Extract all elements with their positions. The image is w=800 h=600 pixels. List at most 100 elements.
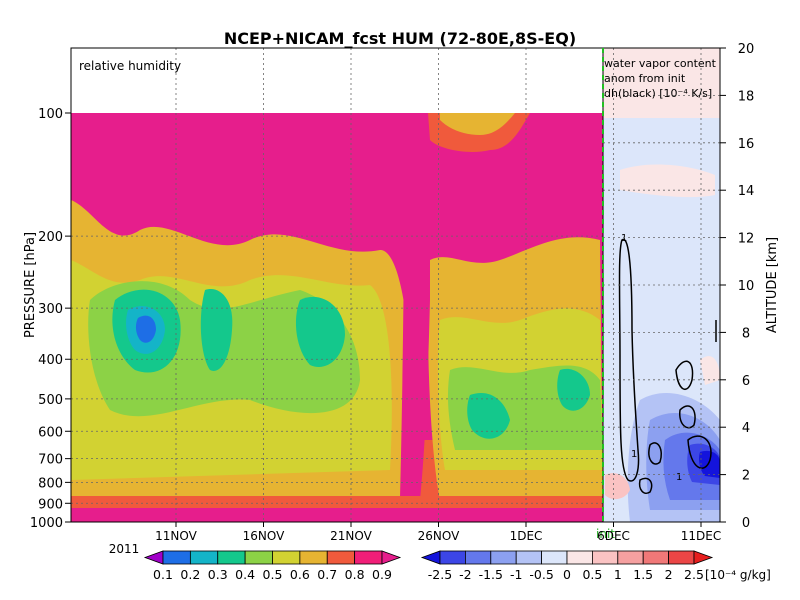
colorbar-label: -0.5 [529,567,553,582]
heating-contours [618,238,717,494]
colorbar-label: 0.3 [208,567,228,582]
colorbar-swatch [693,550,714,565]
colorbar-label: 2.5 [684,567,704,582]
colorbar-label: -2.5 [428,567,452,582]
colorbar-swatch [244,550,273,565]
anom-positive-mid [700,356,720,385]
rh-region-teal-2 [295,296,345,367]
pressure-ticks: 100 200 300 400 500 600 700 800 900 1000 [30,107,71,531]
altitude-ticks: 0 2 4 6 8 10 12 14 16 18 20 [720,42,754,531]
altitude-tick-label: 6 [742,374,750,389]
pressure-tick-label: 100 [38,107,63,122]
colorbar-swatch [299,550,328,565]
anom-positive-upper [620,164,715,198]
pressure-tick-label: 200 [38,230,63,245]
y-axis-label-left: PRESSURE [hPa] [23,232,38,338]
x-tick-label: 21NOV [330,529,372,543]
rh-region-blue-1 [135,315,156,343]
rh-region-upper-dry-2 [440,113,515,135]
colorbar-swatch [420,550,441,565]
anom-colorbar: -2.5 -2 -1.5 -1 -0.5 0 0.5 1 1.5 2 2.5 [420,550,714,582]
x-tick-label: 26NOV [418,529,460,543]
altitude-tick-label: 16 [738,137,755,152]
colorbar-label: 1 [614,567,622,582]
rh-colorbar: 0.1 0.2 0.3 0.4 0.5 0.6 0.7 0.8 0.9 [143,550,402,582]
pressure-tick-label: 600 [38,425,63,440]
rh-region-wet-column [400,113,430,500]
colorbar-swatch [642,550,670,565]
colorbar-swatch [217,550,246,565]
colorbar-swatch [326,550,356,565]
colorbar-swatch [189,550,219,565]
colorbar-swatch [490,550,517,565]
colorbar-label: 0.9 [372,567,392,582]
colorbar-label: 0.1 [153,567,173,582]
x-year-label: 2011 [109,542,140,556]
colorbar-swatch [592,550,619,565]
altitude-tick-label: 2 [742,469,750,484]
rh-region-green-2 [200,289,233,371]
rh-region-teal-3 [467,392,510,439]
colorbar-swatch [354,550,383,565]
colorbar-swatch [272,550,301,565]
altitude-tick-label: 14 [738,184,755,199]
colorbar-swatch [439,550,466,565]
x-tick-label: 6DEC [597,529,630,543]
pressure-tick-label: 700 [38,453,63,468]
right-label-line-1: water vapor content [604,57,717,70]
colorbar-label: 0.5 [263,567,283,582]
pressure-tick-label: 900 [38,497,63,512]
altitude-tick-label: 12 [738,232,755,247]
colorbar-swatch [162,550,191,565]
colorbar-label: 1.5 [633,567,653,582]
altitude-tick-label: 8 [742,326,750,341]
altitude-tick-label: 4 [742,421,750,436]
colorbar-label: 0 [563,567,571,582]
pressure-tick-label: 300 [38,302,63,317]
colorbar-label: 2 [665,567,673,582]
left-panel-label: relative humidity [79,59,181,73]
colorbar-swatch [541,550,568,565]
contour-label-1: 1 [621,233,627,244]
chart-title: NCEP+NICAM_fcst HUM (72-80E,8S-EQ) [224,29,576,48]
pressure-tick-label: 1000 [30,516,63,531]
contour-label-2: 1 [631,449,637,460]
x-tick-label: 16NOV [243,529,285,543]
altitude-tick-label: 20 [738,42,755,57]
anom-negative-5 [699,450,720,478]
colorbar-swatch [515,550,543,565]
altitude-tick-label: 0 [742,516,750,531]
contour-label-3: 1 [676,472,682,483]
left-grid [71,48,603,522]
right-label-line-2: anom from init [604,72,686,85]
colorbar-label: 0.5 [582,567,602,582]
colorbar-swatch [617,550,644,565]
colorbar-label: -2 [459,567,471,582]
colorbar-swatch [566,550,593,565]
colorbar-swatch [381,550,402,565]
colorbar-label: 0.4 [235,567,255,582]
rh-region-teal-4 [557,368,590,411]
pressure-tick-label: 500 [38,393,63,408]
contour-labels: 1 1 1 [621,233,682,483]
colorbar-label: -1 [510,567,522,582]
x-tick-label: 11DEC [681,529,721,543]
left-panel: relative humidity [70,47,604,523]
colorbar-label: 0.8 [345,567,365,582]
colorbar-swatch [668,550,695,565]
x-ticks: 11NOV 16NOV 21NOV 26NOV 1DEC 6DEC 11DEC [155,522,721,543]
colorbar-swatch [464,550,492,565]
init-label: init [596,527,615,541]
y-axis-label-right: ALTITUDE [km] [765,237,780,333]
altitude-tick-label: 18 [738,89,755,104]
x-tick-label: 11NOV [155,529,197,543]
x-tick-label: 1DEC [510,529,543,543]
colorbar-swatch [143,550,164,565]
right-label-line-3: dh(black) [10⁻⁴ K/s] [604,87,712,100]
colorbar-label: 0.2 [180,567,200,582]
anom-positive-low [605,473,630,500]
colorbar-label: -1.5 [479,567,503,582]
colorbar-label: 0.6 [290,567,310,582]
right-panel: 1 1 1 water vapor content anom from init… [602,47,721,523]
